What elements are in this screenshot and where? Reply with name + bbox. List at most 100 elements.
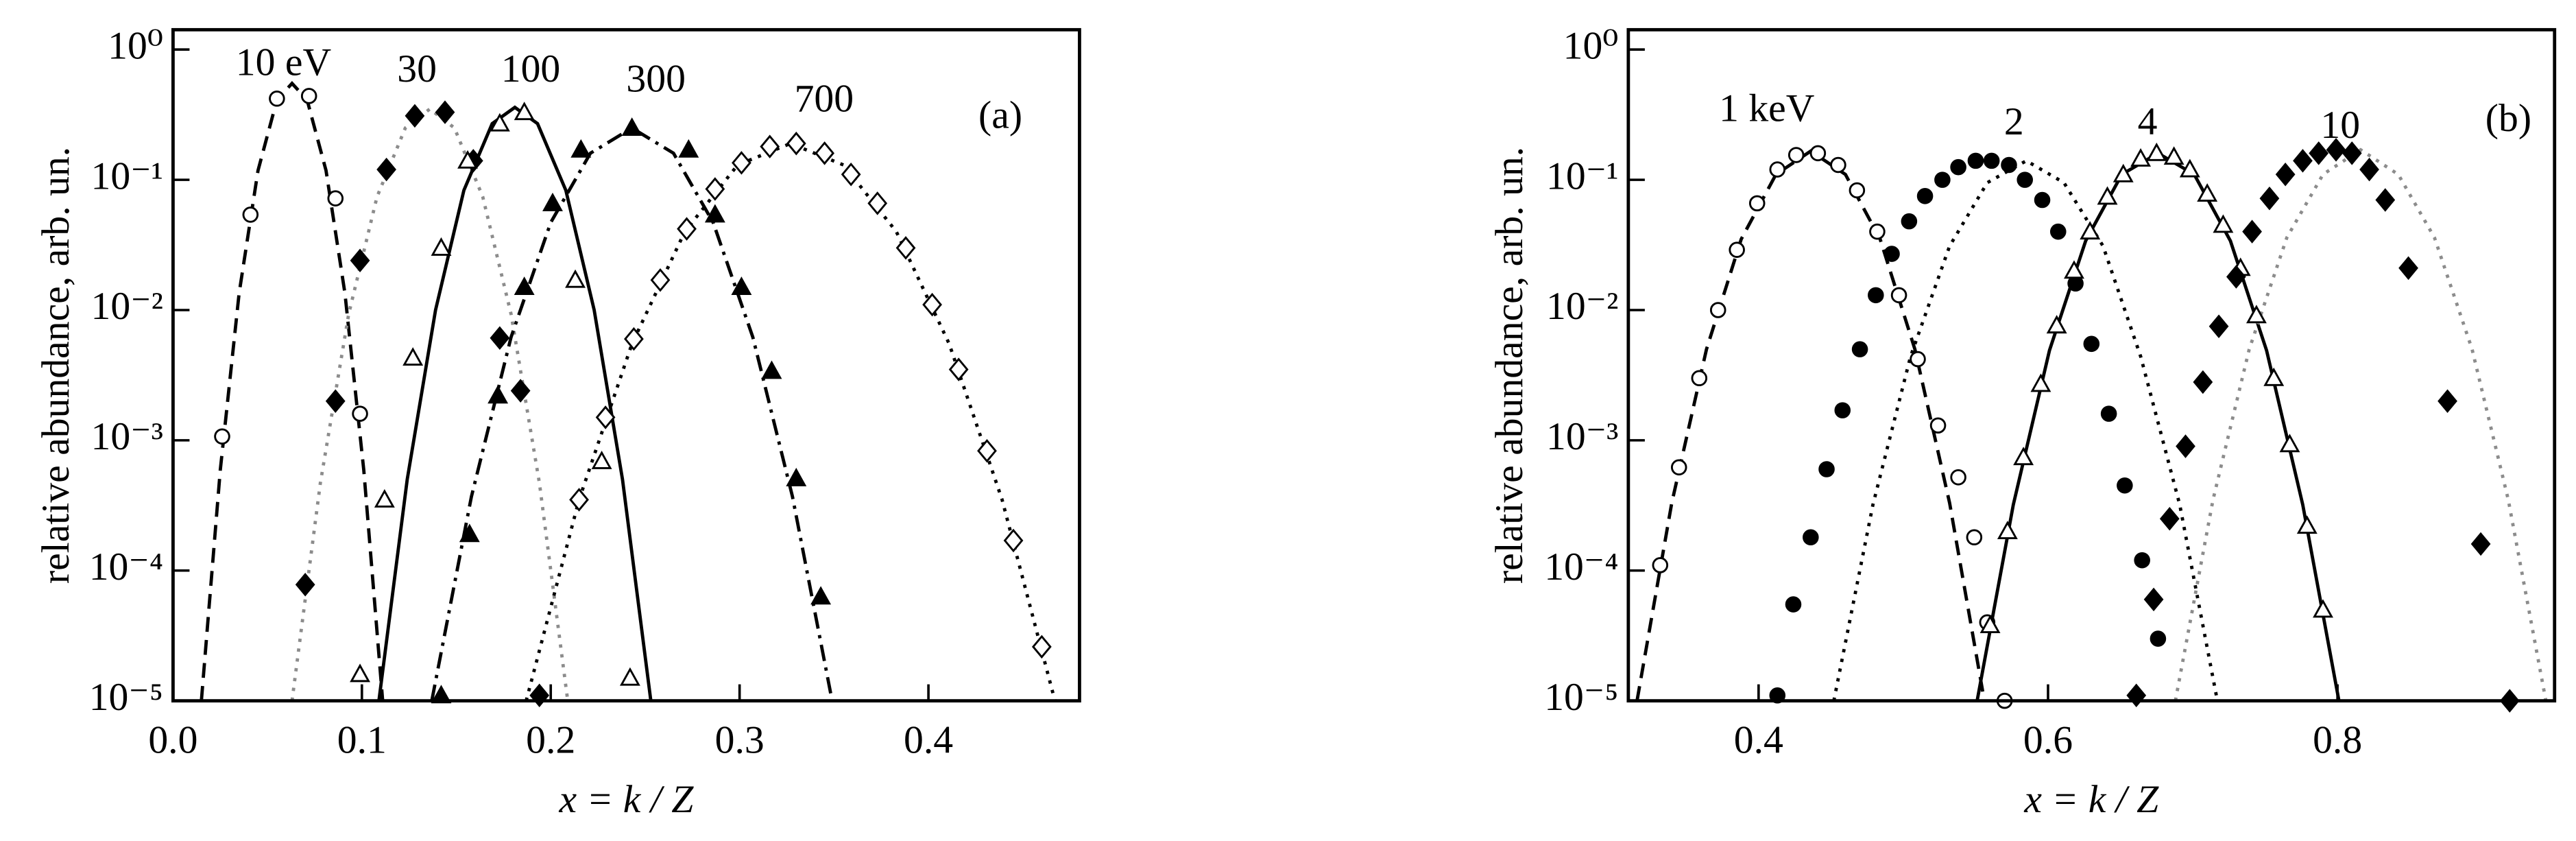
- x-tick-label: 0.4: [904, 718, 953, 761]
- data-point: [529, 683, 550, 708]
- x-tick-label: 0.3: [715, 718, 765, 761]
- y-tick-label: 10⁻¹: [1546, 154, 1618, 198]
- annotation: (a): [978, 93, 1022, 137]
- data-point: [242, 206, 259, 223]
- annotation: 100: [501, 47, 561, 91]
- data-point: [2143, 587, 2164, 612]
- data-point: [2013, 447, 2034, 466]
- data-point: [677, 217, 697, 241]
- data-point: [2398, 256, 2418, 281]
- data-point: [2208, 314, 2229, 338]
- data-point: [705, 177, 725, 201]
- data-point: [704, 204, 725, 223]
- data-point: [2017, 171, 2033, 188]
- data-point: [2126, 683, 2147, 708]
- fit-curve: [1975, 151, 2341, 701]
- data-point: [1729, 241, 1745, 258]
- data-point: [2030, 373, 2051, 392]
- data-point: [810, 586, 832, 605]
- data-point: [2213, 214, 2234, 233]
- y-tick-label: 10⁻²: [91, 285, 163, 328]
- annotation: 2: [2004, 100, 2024, 143]
- annotation: 4: [2138, 100, 2158, 143]
- data-point: [214, 428, 230, 445]
- data-point: [2046, 315, 2067, 334]
- panel: 10⁰ 10⁻¹ 10⁻² 10⁻³ 10⁻⁴ 10⁻⁵ 0.4 0.6 0.8 x = k / …: [1488, 24, 2557, 821]
- data-point: [1916, 188, 1934, 204]
- y-tick-label: 10⁻⁵: [89, 676, 163, 719]
- data-point: [595, 405, 616, 429]
- data-point: [2064, 260, 2084, 279]
- data-point: [1997, 521, 2018, 540]
- data-point: [2259, 186, 2280, 211]
- data-point: [2080, 221, 2101, 240]
- y-tick-label: 10⁰: [1563, 24, 1619, 67]
- data-point: [1691, 370, 1708, 387]
- data-point: [1869, 223, 1886, 240]
- data-point: [761, 360, 782, 379]
- data-point: [2275, 163, 2296, 187]
- data-point: [786, 467, 807, 486]
- data-point: [2049, 223, 2067, 240]
- data-point: [490, 326, 510, 351]
- data-point: [1868, 287, 1884, 304]
- data-point: [1652, 557, 1669, 573]
- data-point: [569, 488, 589, 512]
- data-point: [542, 192, 563, 211]
- data-point: [2083, 335, 2100, 353]
- data-point: [2246, 305, 2267, 324]
- data-point: [1031, 635, 1052, 659]
- data-point: [1929, 417, 1947, 434]
- data-point: [1983, 152, 2000, 169]
- fit-curve: [525, 141, 1057, 701]
- y-tick-label: 10⁻⁵: [1544, 676, 1618, 719]
- data-point: [489, 112, 510, 132]
- data-point: [487, 385, 509, 404]
- fit-curve: [2174, 147, 2548, 701]
- data-point: [2150, 630, 2167, 647]
- data-point: [2375, 188, 2396, 212]
- data-point: [514, 276, 535, 296]
- data-point: [2134, 552, 2150, 569]
- data-point: [1883, 246, 1900, 262]
- data-point: [2226, 265, 2246, 289]
- data-point: [1967, 152, 1984, 169]
- data-point: [405, 104, 425, 128]
- data-point: [867, 191, 888, 215]
- data-point: [2100, 405, 2117, 422]
- x-tick-label: 0.6: [2023, 718, 2073, 761]
- data-point: [2470, 532, 2491, 556]
- data-point: [1950, 158, 1966, 176]
- x-axis-label: x = k / Z: [558, 778, 694, 821]
- data-point: [459, 523, 480, 543]
- annotation: (b): [2485, 97, 2531, 140]
- plot-area: [200, 80, 1057, 701]
- annotation: 700: [795, 77, 854, 120]
- data-point: [1934, 171, 1951, 188]
- panel: 10⁰ 10⁻¹ 10⁻² 10⁻³ 10⁻⁴ 10⁻⁵0.0 0.1 0.2 0.3 0.4 x …: [34, 24, 1081, 821]
- fit-curve: [1832, 158, 2219, 701]
- x-tick-label: 0.0: [148, 718, 197, 761]
- data-point: [435, 100, 455, 124]
- data-point: [1979, 615, 2001, 633]
- fit-curve: [200, 80, 385, 701]
- data-point: [269, 90, 285, 107]
- annotation: 10: [2320, 104, 2360, 147]
- data-point: [815, 141, 834, 165]
- y-axis-label: relative abundance, arb. un.: [34, 147, 77, 584]
- data-point: [2112, 163, 2134, 182]
- data-point: [1769, 161, 1786, 178]
- data-point: [2293, 149, 2313, 173]
- y-tick-label: 10⁻⁴: [89, 545, 163, 589]
- fit-curve: [290, 106, 570, 701]
- data-point: [948, 357, 969, 381]
- data-point: [431, 237, 452, 256]
- data-point: [786, 131, 806, 156]
- data-point: [1769, 687, 1786, 704]
- data-point: [2097, 186, 2118, 205]
- data-point: [624, 327, 644, 351]
- data-point: [760, 134, 780, 158]
- data-point: [1748, 195, 1766, 212]
- data-point: [350, 248, 370, 273]
